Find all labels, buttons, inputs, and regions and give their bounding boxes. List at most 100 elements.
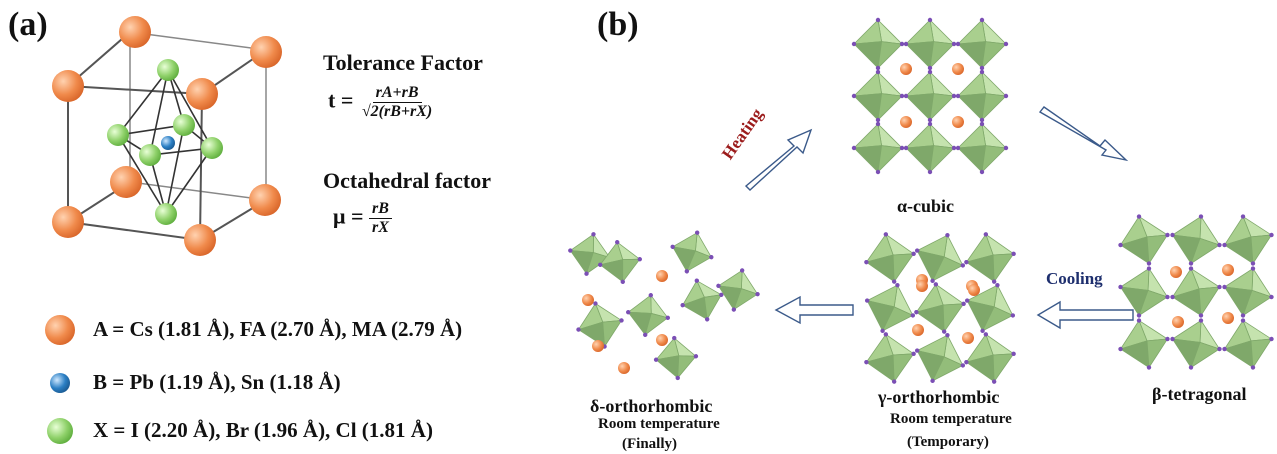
x-site-vertex	[927, 117, 933, 123]
panel-a-label: (a)	[8, 6, 48, 43]
x-site-vertex	[951, 93, 957, 99]
octahedron	[670, 230, 714, 274]
x-site-vertex	[584, 271, 589, 276]
x-site-atom	[173, 114, 195, 136]
a-site-cation	[962, 332, 974, 344]
octahedron	[680, 278, 724, 322]
x-site-vertex	[955, 41, 961, 47]
a-site-cation	[618, 362, 630, 374]
heating-arrow	[744, 128, 813, 191]
x-site-vertex	[1217, 242, 1222, 248]
x-site-vertex	[927, 121, 933, 127]
octahedron	[903, 17, 957, 71]
tetragonal-to-gamma-arrow	[1036, 300, 1134, 330]
legend-x-dot	[47, 418, 73, 444]
x-site-vertex	[1003, 145, 1009, 151]
octahedron	[964, 232, 1016, 284]
x-site-vertex	[933, 282, 939, 287]
octahedron	[851, 69, 905, 123]
x-site-vertex	[960, 363, 966, 368]
delta-sub-room-temperature: Room temperature	[598, 416, 720, 432]
x-site-vertex	[979, 65, 985, 71]
a-site-cation	[912, 324, 924, 336]
octahedron	[903, 69, 957, 123]
a-site-cation	[900, 116, 912, 128]
a-site-atom	[184, 224, 216, 256]
x-site-vertex	[1146, 266, 1152, 271]
x-site-vertex	[899, 145, 905, 151]
x-site-vertex	[597, 262, 603, 267]
a-site-cation	[592, 340, 604, 352]
octahedron	[851, 121, 905, 175]
octahedron	[864, 232, 916, 284]
x-site-vertex	[1198, 214, 1204, 219]
beta-tetragonal-label: β-tetragonal	[1152, 384, 1247, 404]
x-site-vertex	[951, 145, 957, 151]
octahedron	[1222, 214, 1274, 266]
x-site-vertex	[619, 318, 624, 323]
x-site-vertex	[648, 292, 653, 298]
x-site-vertex	[716, 283, 721, 289]
octahedron	[955, 17, 1009, 71]
x-site-vertex	[864, 259, 869, 265]
octahedron	[955, 121, 1009, 175]
x-site-vertex	[851, 145, 857, 151]
octahedron	[851, 17, 905, 71]
x-site-vertex	[709, 254, 714, 260]
x-site-vertex	[1269, 336, 1274, 342]
delta-orthorhombic-lattice	[568, 230, 760, 381]
x-site-vertex	[875, 65, 881, 71]
x-site-vertex	[979, 69, 985, 75]
octahedron	[964, 332, 1016, 384]
x-site-vertex	[995, 282, 1000, 288]
x-site-vertex	[983, 332, 989, 337]
x-site-vertex	[1198, 313, 1204, 318]
a-site-cation	[582, 294, 594, 306]
x-site-vertex	[1250, 261, 1256, 266]
a-site-cation	[968, 284, 980, 296]
cubic-to-tetragonal-arrow	[1038, 106, 1129, 162]
x-site-vertex	[625, 310, 631, 315]
x-site-vertex	[665, 315, 671, 320]
a-site-atom	[110, 166, 142, 198]
x-site-vertex	[1165, 294, 1170, 300]
x-site-vertex	[684, 269, 690, 274]
x-site-vertex	[1003, 93, 1009, 99]
x-site-vertex	[903, 145, 909, 151]
x-site-vertex	[1188, 266, 1194, 271]
octahedron	[914, 282, 966, 334]
x-site-vertex	[875, 117, 881, 123]
x-site-vertex	[643, 332, 648, 338]
x-site-vertex	[1188, 261, 1194, 266]
x-site-vertex	[1118, 284, 1123, 290]
x-site-vertex	[951, 41, 957, 47]
x-site-vertex	[875, 69, 881, 75]
a-site-cation	[1222, 264, 1234, 276]
x-site-vertex	[1198, 318, 1204, 323]
octahedron	[1170, 266, 1222, 318]
x-site-vertex	[903, 93, 909, 99]
x-site-vertex	[1217, 284, 1222, 290]
x-site-vertex	[927, 69, 933, 75]
alpha-cubic-label: α-cubic	[897, 196, 955, 216]
legend-a-dot	[45, 315, 75, 345]
a-site-cation	[1222, 312, 1234, 324]
a-site-cation	[916, 280, 928, 292]
x-site-vertex	[1165, 232, 1170, 238]
x-site-vertex	[731, 307, 737, 312]
octahedron	[1222, 266, 1274, 318]
x-site-vertex	[1217, 346, 1222, 352]
octahedron	[914, 232, 966, 284]
x-site-vertex	[719, 292, 724, 298]
x-site-vertex	[1003, 41, 1009, 47]
x-site-vertex	[1118, 242, 1123, 248]
x-site-vertex	[1240, 214, 1246, 219]
octahedron	[653, 335, 699, 381]
x-site-vertex	[883, 232, 889, 237]
x-site-vertex	[964, 298, 970, 303]
x-site-vertex	[672, 335, 677, 341]
legend-a-text: A = Cs (1.81 Å), FA (2.70 Å), MA (2.79 Å…	[93, 317, 463, 341]
a-site-cation	[900, 63, 912, 75]
octahedron	[1222, 318, 1274, 370]
octahedron	[955, 69, 1009, 123]
